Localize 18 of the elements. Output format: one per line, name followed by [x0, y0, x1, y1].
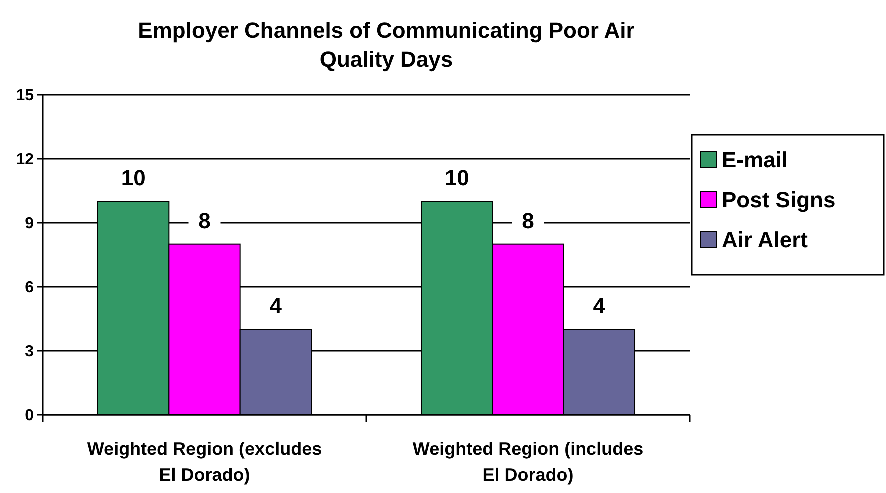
data-label: 4	[270, 294, 283, 319]
y-tick-label: 3	[25, 344, 34, 361]
data-label: 4	[593, 294, 606, 319]
chart-title: Employer Channels of Communicating Poor Air Quality Days	[138, 18, 636, 72]
y-tick-label: 6	[25, 280, 34, 297]
x-tick-label: Weighted Region (excludes El Dorado)	[87, 439, 322, 485]
y-tick-label: 12	[16, 152, 34, 169]
legend-label: E-mail	[722, 148, 788, 173]
y-tick-label: 0	[25, 408, 34, 425]
legend-label: Post Signs	[722, 188, 836, 213]
data-label: 8	[522, 208, 534, 234]
y-tick-label: 9	[25, 216, 34, 233]
y-tick-label: 15	[16, 88, 34, 105]
data-label: 10	[444, 166, 470, 191]
data-label: 8	[198, 208, 211, 234]
x-tick-label: Weighted Region (includes El Dorado)	[412, 439, 644, 485]
data-label: 10	[121, 166, 146, 191]
legend-label: Air Alert	[722, 228, 809, 253]
